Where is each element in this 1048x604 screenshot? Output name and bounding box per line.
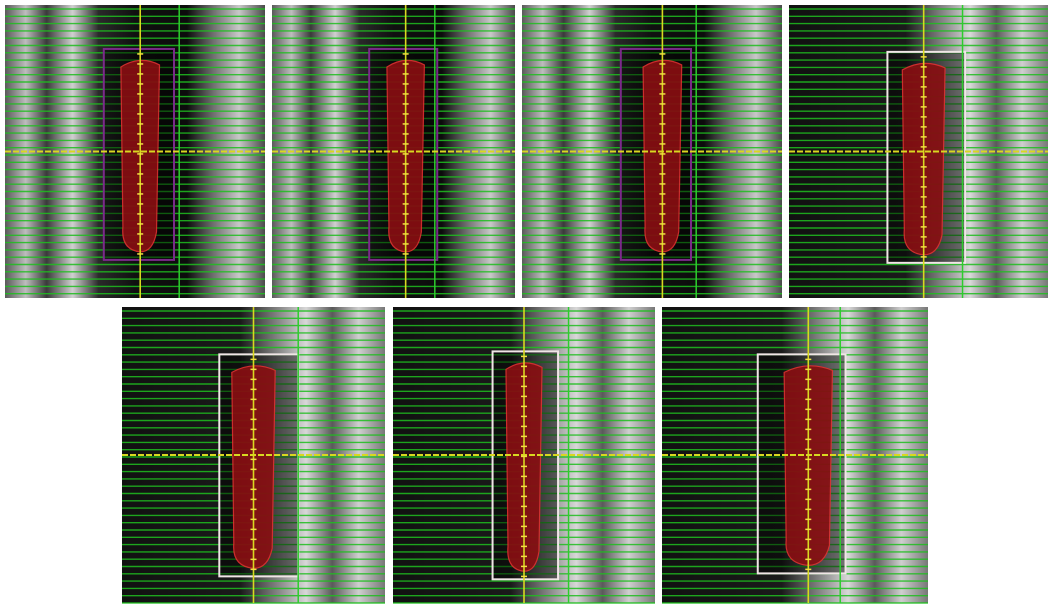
image-panel — [789, 5, 1048, 298]
image-panel — [5, 5, 265, 298]
image-panel — [272, 5, 515, 298]
bounding-box — [619, 47, 692, 261]
image-panel — [122, 307, 385, 604]
bounding-box — [756, 353, 847, 575]
image-panel — [393, 307, 655, 604]
bounding-box — [491, 350, 560, 581]
image-panel — [662, 307, 928, 604]
bounding-box — [102, 47, 175, 261]
bounding-box — [368, 47, 439, 261]
image-panel — [522, 5, 782, 298]
bounding-box — [886, 50, 967, 264]
